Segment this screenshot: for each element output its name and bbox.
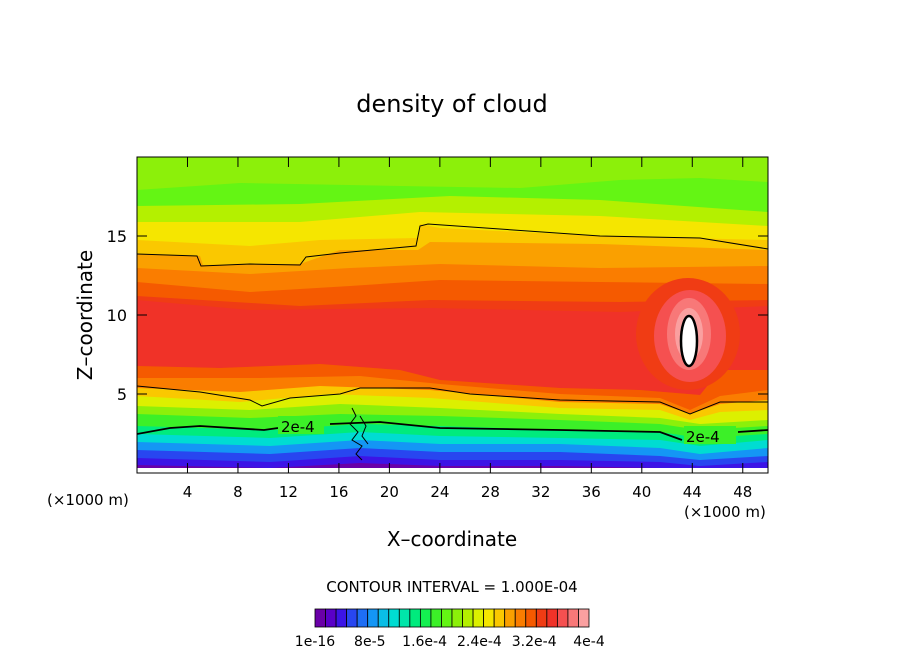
core-max [679, 314, 699, 368]
x-units-left: (×1000 m) [47, 491, 129, 509]
x-axis-label: X–coordinate [387, 527, 517, 551]
x-tick-label-1: 8 [233, 483, 243, 501]
colorbar-tick-label-2: 1.6e-4 [402, 634, 447, 650]
x-tick-label-10: 44 [683, 483, 702, 501]
colorbar-swatch-21 [535, 608, 548, 628]
colorbar-swatch-25 [578, 608, 590, 628]
colorbar-swatch-11 [430, 608, 442, 628]
x-tick-label-2: 12 [279, 483, 298, 501]
y-tick-label-0: 5 [117, 385, 127, 404]
colorbar-swatch-22 [546, 608, 558, 628]
x-tick-label-9: 40 [632, 483, 651, 501]
x-tick-label-8: 36 [582, 483, 601, 501]
x-tick-labels: 4 8 12 16 20 24 28 32 36 40 44 48 [183, 483, 753, 501]
contour-scatter [349, 407, 369, 461]
colorbar-tick-label-4: 3.2e-4 [512, 634, 557, 650]
colorbar-tick-labels: 1e-16 8e-5 1.6e-4 2.4e-4 3.2e-4 4e-4 [295, 634, 605, 650]
colorbar-tick-label-3: 2.4e-4 [457, 634, 502, 650]
colorbar-swatch-9 [409, 608, 421, 628]
colorbar-swatch-7 [388, 608, 400, 628]
colorbar-swatch-6 [377, 608, 390, 628]
contour-middle [137, 385, 768, 415]
colorbar-swatch-14 [462, 608, 474, 628]
colorbar-swatch-2 [335, 608, 348, 628]
colorbar [314, 608, 590, 628]
colorbar-tick-label-1: 8e-5 [354, 634, 385, 650]
colorbar-swatch-23 [556, 608, 569, 628]
colorbar-swatch-12 [441, 608, 453, 628]
y-tick-label-2: 15 [107, 227, 127, 246]
contour-label-left: 2e-4 [281, 418, 315, 436]
colorbar-swatch-18 [504, 608, 516, 628]
x-tick-label-6: 28 [481, 483, 500, 501]
colorbar-swatch-19 [514, 608, 527, 628]
colorbar-swatch-3 [346, 608, 358, 628]
core-region [636, 278, 740, 390]
colorbar-swatch-24 [567, 608, 579, 628]
contour-2e-4 [137, 421, 768, 441]
y-axis-label: Z–coordinate [73, 250, 97, 380]
colorbar-swatch-1 [325, 608, 337, 628]
contour-label-right: 2e-4 [686, 428, 720, 446]
y-tick-label-1: 10 [107, 306, 127, 325]
colorbar-swatch-5 [367, 608, 379, 628]
chart-title: density of cloud [356, 90, 547, 118]
colorbar-swatch-10 [419, 608, 432, 628]
colorbar-swatch-17 [493, 608, 506, 628]
band-10 [137, 300, 768, 395]
x-tick-label-3: 16 [329, 483, 348, 501]
colorbar-tick-label-5: 4e-4 [573, 634, 605, 650]
plot-area [137, 157, 768, 473]
colorbar-swatch-16 [483, 608, 495, 628]
colorbar-swatch-15 [472, 608, 485, 628]
x-tick-label-5: 24 [430, 483, 449, 501]
colorbar-swatch-20 [525, 608, 537, 628]
y-tick-labels: 5 10 15 [107, 227, 127, 404]
x-tick-label-0: 4 [183, 483, 193, 501]
y-tick-marks [137, 235, 768, 395]
x-tick-label-4: 20 [380, 483, 399, 501]
contour-interval: CONTOUR INTERVAL = 1.000E-04 [326, 578, 577, 596]
x-units-right: (×1000 m) [684, 503, 766, 521]
colorbar-swatch-8 [398, 608, 411, 628]
x-tick-label-7: 32 [531, 483, 550, 501]
band-23 [137, 468, 768, 473]
contour-upper [137, 223, 768, 267]
colorbar-swatch-4 [356, 608, 369, 628]
colorbar-tick-label-0: 1e-16 [295, 634, 335, 650]
colorbar-swatch-13 [451, 608, 463, 628]
contour-inline-labels: 2e-4 2e-4 [278, 416, 736, 446]
x-tick-label-11: 48 [733, 483, 752, 501]
x-tick-marks [186, 157, 744, 473]
colorbar-swatch-0 [314, 608, 326, 628]
